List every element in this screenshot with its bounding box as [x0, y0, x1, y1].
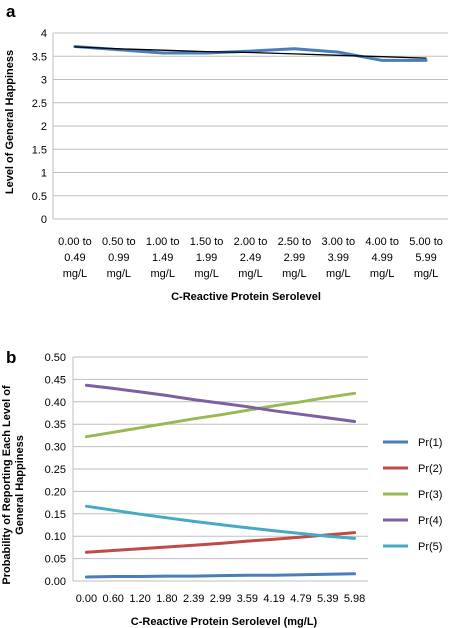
panel-b-x-tick-label: 3.59	[237, 593, 258, 605]
panel-a-x-tick-label: 0.00 to 0.49 mg/L	[58, 236, 92, 280]
panel-b-x-tick-label: 2.39	[183, 593, 204, 605]
panel-a-x-tick-label: 3.00 to 3.99 mg/L	[321, 236, 355, 280]
panel-a-series-line	[73, 45, 428, 62]
panel-b-x-tick-label: 5.39	[317, 593, 338, 605]
panel-b-x-tick-label: 4.19	[263, 593, 284, 605]
legend-label: Pr(4)	[418, 515, 442, 527]
panel-a-y-tick-label: 2	[41, 121, 47, 133]
panel-b-x-tick-label: 2.99	[210, 593, 231, 605]
panel-b-y-tick-labels: 0.00 0.05 0.10 0.15 0.20 0.25 0.30 0.35 0.40 0.45…	[45, 352, 66, 588]
panel-b-x-tick-label: 1.80	[156, 593, 177, 605]
panel-b-letter: b	[6, 348, 16, 367]
panel-b-y-tick-label: 0.45	[45, 374, 66, 386]
panel-b-y-tick-label: 0.15	[45, 509, 66, 521]
panel-a-y-tick-label: 0.5	[32, 191, 47, 203]
series-line-pr3	[84, 391, 357, 439]
panel-a-series	[73, 45, 428, 62]
panel-b-y-tick-label: 0.40	[45, 397, 66, 409]
legend-label: Pr(3)	[418, 489, 442, 501]
panel-b-y-tick-label: 0.20	[45, 486, 66, 498]
panel-a-x-tick-label: 2.00 to 2.49 mg/L	[234, 236, 268, 280]
series-line-pr5	[84, 504, 357, 540]
panel-b-x-tick-label: 0.60	[103, 593, 124, 605]
panel-b-series	[84, 383, 357, 579]
panel-a-x-tick-label: 1.00 to 1.49 mg/L	[146, 236, 180, 280]
panel-b-y-tick-label: 0.50	[45, 352, 66, 364]
panel-a-x-axis-title: C-Reactive Protein Serolevel	[171, 291, 321, 303]
panel-b-gridlines	[72, 356, 368, 582]
panel-b-y-tick-label: 0.10	[45, 531, 66, 543]
panel-a-x-tick-label: 0.50 to 0.99 mg/L	[102, 236, 136, 280]
panel-a-y-tick-label: 1	[41, 168, 47, 180]
panel-b-legend: Pr(1) Pr(2) Pr(3) Pr(4) Pr(5)	[383, 437, 442, 553]
panel-b-y-axis-title-line2: General Happiness	[14, 435, 26, 535]
panel-a-trend-line	[74, 46, 427, 59]
legend-label: Pr(1)	[418, 437, 442, 449]
series-line-pr2	[84, 531, 357, 554]
panel-b-x-tick-label: 0.00	[76, 593, 97, 605]
panel-b-x-tick-labels: 0.00 0.60 1.20 1.80 2.39 2.99 3.59 4.19 4.79 5.39…	[76, 593, 366, 605]
panel-b-y-axis-title: Probability of Reporting Each Level of G…	[1, 385, 26, 585]
panel-a-x-tick-labels: 0.00 to 0.49 mg/L 0.50 to 0.99 mg/L 1.00 to 1.4…	[58, 236, 443, 280]
panel-b-y-tick-label: 0.30	[45, 442, 66, 454]
panel-a-letter: a	[6, 2, 16, 21]
panel-a-y-tick-label: 3	[41, 75, 47, 87]
legend-label: Pr(2)	[418, 463, 442, 475]
panel-b-y-tick-label: 0.00	[45, 576, 66, 588]
legend-label: Pr(5)	[418, 541, 442, 553]
panel-a-x-tick-label: 1.50 to 1.99 mg/L	[190, 236, 224, 280]
panel-a-y-tick-label: 3.5	[32, 51, 47, 63]
panel-a-x-tick-label: 2.50 to 2.99 mg/L	[278, 236, 312, 280]
panel-b-x-tick-label: 1.20	[129, 593, 150, 605]
panel-a-y-tick-label: 2.5	[32, 98, 47, 110]
panel-b-x-tick-label: 4.79	[290, 593, 311, 605]
panel-a-y-tick-label: 1.5	[32, 144, 47, 156]
panel-a-y-tick-label: 4	[41, 28, 47, 40]
panel-a-x-tick-label: 4.00 to 4.99 mg/L	[365, 236, 399, 280]
panel-b-y-tick-label: 0.25	[45, 464, 66, 476]
panel-a-x-tick-label: 5.00 to 5.99 mg/L	[409, 236, 443, 280]
panel-a-y-tick-labels: 0 0.5 1 1.5 2 2.5 3 3.5 4	[32, 28, 47, 226]
panel-a-gridlines	[52, 32, 448, 220]
panel-b-y-tick-label: 0.35	[45, 419, 66, 431]
panel-b-y-axis-title-line1: Probability of Reporting Each Level of	[1, 385, 13, 585]
panel-b-y-tick-label: 0.05	[45, 554, 66, 566]
panel-a-y-tick-label: 0	[41, 214, 47, 226]
series-line-pr1	[84, 572, 357, 579]
panel-a-y-axis-title: Level of General Happiness	[4, 50, 16, 194]
panel-b-x-axis-title: C-Reactive Protein Serolevel (mg/L)	[131, 616, 318, 628]
series-line-pr4	[84, 383, 357, 423]
panel-b-x-tick-label: 5.98	[344, 593, 365, 605]
